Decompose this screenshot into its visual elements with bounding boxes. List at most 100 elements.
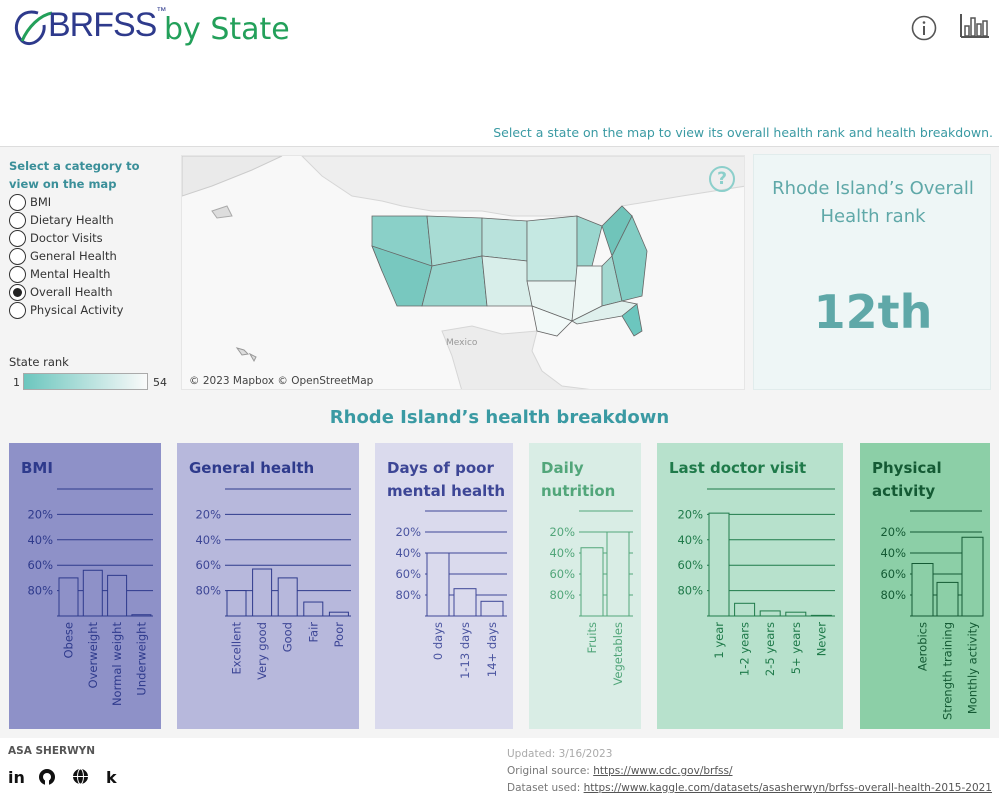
y-tick-label: 60% [677, 558, 703, 572]
bar-5-years [785, 611, 807, 617]
bar-fruits [580, 547, 604, 617]
y-tick-label: 40% [549, 546, 575, 560]
rank-card-title: Rhode Island’s Overall Health rank [772, 178, 974, 227]
radio-button[interactable] [9, 229, 26, 247]
radio-option-dietary-health[interactable]: Dietary Health [9, 211, 123, 229]
rank-value: 12th [813, 285, 933, 339]
category-label: Monthly activity [966, 622, 980, 714]
physical-activity-panel: Physical activity 20% 40% 60% 80% Aerobics St… [860, 443, 990, 729]
panel-title: Physical activity [872, 459, 942, 500]
updated-date: Updated: 3/16/2023 [507, 748, 613, 760]
radio-label: Overall Health [30, 285, 113, 299]
info-button[interactable] [910, 14, 938, 42]
y-tick-label: 80% [549, 588, 575, 602]
info-icon[interactable] [910, 14, 938, 42]
panel-title: Days of poor mental health [387, 459, 506, 500]
brfss-logo: BRFSS™ [8, 6, 166, 47]
category-label: Underweight [134, 622, 148, 696]
logo-tm: ™ [156, 6, 166, 17]
category-label: Very good [255, 622, 269, 680]
original-source-link[interactable]: https://www.cdc.gov/brfss/ [593, 765, 733, 777]
radio-option-overall-health[interactable]: Overall Health [9, 283, 123, 301]
radio-option-bmi[interactable]: BMI [9, 193, 123, 211]
category-label: 14+ days [485, 622, 499, 677]
category-label: Fair [306, 622, 320, 643]
chart-button[interactable] [958, 12, 990, 42]
chart-svg: 20% 40% 60% 80% Obese Overweight Normal weight… [27, 488, 153, 706]
radio-button[interactable] [9, 265, 26, 283]
radio-button[interactable] [9, 211, 26, 229]
page-title: by State [164, 12, 290, 47]
header-bar [0, 0, 999, 146]
doctor-visit-panel: Last doctor visit 20% 40% 60% 80% 1 year 1-2 … [657, 443, 843, 729]
kaggle-icon[interactable]: k [106, 768, 117, 787]
general-health-panel: General health 20% 40% 60% 80% Excellent Very… [177, 443, 359, 729]
bar-obese [58, 577, 79, 617]
radio-label: Doctor Visits [30, 231, 103, 245]
bar-1-year [708, 512, 730, 617]
y-tick-label: 40% [27, 533, 53, 547]
y-tick-label: 40% [880, 546, 906, 560]
radio-button[interactable] [9, 193, 26, 211]
panel-title: General health [189, 459, 315, 477]
radio-label: General Health [30, 249, 117, 263]
globe-icon[interactable] [72, 768, 89, 788]
bar-2-5-years [759, 610, 781, 617]
category-label: Fruits [585, 622, 599, 654]
radio-option-doctor-visits[interactable]: Doctor Visits [9, 229, 123, 247]
category-label: Never [814, 622, 828, 657]
bar-aerobics [911, 563, 934, 617]
bar-0-days [426, 552, 450, 617]
bar-excellent [226, 590, 247, 617]
radio-option-mental-health[interactable]: Mental Health [9, 265, 123, 283]
us-map[interactable] [181, 155, 745, 390]
radio-button[interactable] [9, 301, 26, 319]
category-label: Overweight [86, 622, 100, 689]
logo-text: BRFSS [48, 6, 157, 44]
state-rank-max: 54 [153, 376, 167, 389]
state-rank-min: 1 [13, 376, 20, 389]
bar-good [277, 577, 298, 617]
category-label: Excellent [230, 622, 244, 675]
category-label: 0 days [431, 622, 445, 660]
bar-chart-icon[interactable] [958, 12, 990, 42]
category-label: 5+ years [789, 622, 803, 674]
panel-title: Last doctor visit [669, 459, 807, 477]
map-help-button[interactable]: ? [709, 166, 735, 192]
radio-option-physical-activity[interactable]: Physical Activity [9, 301, 123, 319]
chart-svg: 20% 40% 60% 80% Excellent Very good Good Fair Po… [195, 488, 351, 680]
map-attribution: © 2023 Mapbox © OpenStreetMap [189, 375, 374, 387]
bar-strength-training [936, 581, 959, 617]
bar-14-days [480, 600, 504, 617]
linkedin-icon[interactable]: in [8, 768, 25, 787]
bar-poor [328, 611, 349, 617]
logo-swoosh-icon [15, 10, 53, 46]
category-label: 2-5 years [763, 622, 777, 676]
original-source-label: Original source: [507, 765, 590, 777]
bar-normal-weight [107, 574, 128, 617]
radio-label: Physical Activity [30, 303, 124, 317]
radio-button[interactable] [9, 247, 26, 265]
panel-title: BMI [21, 459, 53, 477]
bar-overweight [82, 569, 103, 617]
category-label: Aerobics [916, 622, 930, 671]
dataset-link[interactable]: https://www.kaggle.com/datasets/asasherw… [583, 782, 992, 794]
y-tick-label: 40% [677, 533, 703, 547]
map-label-mexico: Mexico [446, 338, 478, 348]
radio-button-selected[interactable] [9, 283, 26, 301]
y-tick-label: 60% [395, 567, 421, 581]
chart-svg: 20% 40% 60% 80% 0 days 1-13 days 14+ days [395, 510, 507, 679]
state-rank-legend-title: State rank [9, 355, 69, 369]
y-tick-label: 60% [27, 558, 53, 572]
nutrition-panel: Daily nutrition 20% 40% 60% 80% Fruits Vegeta… [529, 443, 641, 729]
overall-rank-card: Rhode Island’s Overall Health rank 12th [753, 154, 991, 390]
github-icon[interactable] [38, 768, 56, 788]
map-canvas[interactable] [182, 156, 745, 390]
y-tick-label: 20% [195, 507, 221, 521]
y-tick-label: 80% [395, 588, 421, 602]
radio-label: Mental Health [30, 267, 111, 281]
state-rank-gradient [23, 373, 148, 390]
radio-option-general-health[interactable]: General Health [9, 247, 123, 265]
bar-vegetables [606, 531, 630, 617]
panel-title: Daily nutrition [541, 459, 616, 500]
